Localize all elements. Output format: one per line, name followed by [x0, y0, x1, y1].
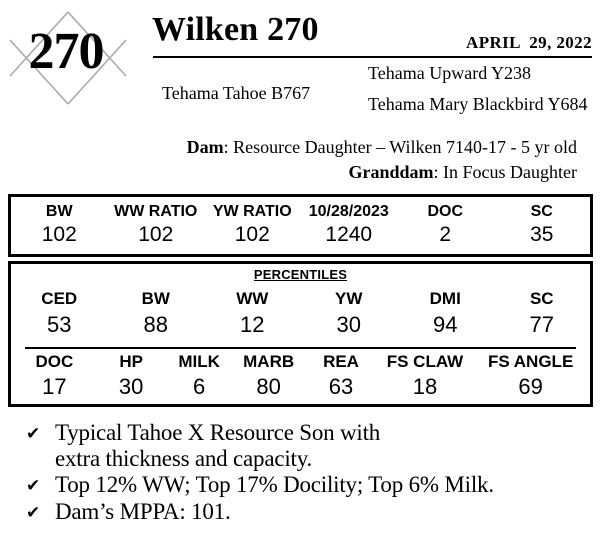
- header-divider: [153, 56, 592, 58]
- value-cell: 94: [433, 312, 458, 337]
- sire-dam-name: Tehama Mary Blackbird Y684: [368, 94, 588, 114]
- value-cell: 30: [336, 312, 361, 337]
- value-cell: 102: [138, 223, 174, 246]
- note-item: ✔ Typical Tahoe X Resource Son with extra…: [26, 420, 592, 472]
- value-cell: 12: [240, 312, 265, 337]
- header-cell: MARB: [243, 352, 295, 371]
- dam-line: Dam: Resource Daughter – Wilken 7140-17 …: [187, 137, 577, 158]
- value-cell: 102: [41, 223, 77, 246]
- sire-name: Tehama Tahoe B767: [162, 83, 311, 103]
- lot-number: 270: [28, 23, 105, 80]
- value-cell: 69: [518, 374, 543, 399]
- header-cell: SC: [529, 289, 554, 308]
- value-cell: 88: [143, 312, 168, 337]
- value-cell: 17: [42, 374, 67, 399]
- granddam-line: Granddam: In Focus Daughter: [348, 162, 577, 183]
- value-cell: 102: [234, 223, 270, 246]
- check-icon: ✔: [26, 476, 41, 496]
- note-text: Top 12% WW; Top 17% Docility; Top 6% Mil…: [55, 472, 494, 497]
- dam-value: : Resource Daughter – Wilken 7140-17 - 5…: [223, 137, 577, 157]
- granddam-label: Granddam: [348, 162, 434, 182]
- value-cell: 80: [256, 374, 281, 399]
- note-text: Typical Tahoe X Resource Son with extra t…: [55, 420, 380, 472]
- value-cell: 18: [412, 374, 438, 399]
- header-cell: WW RATIO: [114, 203, 198, 220]
- header-cell: BW: [45, 203, 73, 220]
- header-cell: FS ANGLE: [487, 352, 574, 371]
- note-text: Dam’s MPPA: 101.: [55, 499, 231, 524]
- header-cell: BW: [141, 289, 170, 308]
- value-cell: 6: [193, 374, 206, 399]
- page-title: Wilken 270: [152, 11, 319, 48]
- value-cell: 30: [118, 374, 144, 399]
- granddam-value: : In Focus Daughter: [433, 162, 577, 182]
- header-cell: DOC: [35, 352, 74, 371]
- value-cell: 77: [529, 312, 554, 337]
- notes-list: ✔ Typical Tahoe X Resource Son with extra…: [26, 420, 592, 526]
- header-cell: YW: [335, 289, 363, 308]
- value-cell: 63: [328, 374, 354, 399]
- percentiles-row1-values: 53 88 12 30 94 77: [11, 312, 590, 338]
- sale-date: APRIL 29, 2022: [466, 33, 592, 52]
- performance-table: BW WW RATIO YW RATIO 10/28/2023 DOC SC 1…: [8, 194, 593, 257]
- percentiles-row2-values: 17 30 6 80 63 18 69: [11, 374, 590, 400]
- header-cell: FS CLAW: [386, 352, 464, 371]
- performance-header-row: BW WW RATIO YW RATIO 10/28/2023 DOC SC: [11, 203, 590, 221]
- percentiles-row2-headers: DOC HP MILK MARB REA FS CLAW FS ANGLE: [11, 352, 590, 372]
- header-cell: DMI: [429, 289, 461, 308]
- header-cell: CED: [41, 289, 78, 308]
- sire-sire-name: Tehama Upward Y238: [368, 63, 532, 83]
- value-cell: 1240: [325, 223, 373, 246]
- diamond-brand-icon: [9, 11, 127, 105]
- header-cell: DOC: [427, 203, 464, 220]
- dam-label: Dam: [186, 137, 224, 157]
- header-cell: YW RATIO: [212, 203, 292, 220]
- row-divider: [25, 347, 576, 349]
- header-cell: REA: [323, 352, 359, 371]
- check-icon: ✔: [26, 503, 41, 523]
- note-item: ✔ Dam’s MPPA: 101.: [26, 499, 592, 526]
- check-icon: ✔: [26, 424, 41, 444]
- note-line: Typical Tahoe X Resource Son with: [55, 420, 381, 445]
- note-line: extra thickness and capacity.: [55, 446, 313, 471]
- percentiles-row1-headers: CED BW WW YW DMI SC: [11, 289, 590, 309]
- percentiles-title: PERCENTILES: [253, 267, 348, 282]
- header-cell: MILK: [178, 352, 220, 371]
- header-cell: WW: [236, 289, 269, 308]
- value-cell: 2: [439, 223, 452, 246]
- value-cell: 53: [47, 312, 72, 337]
- percentiles-table: PERCENTILES CED BW WW YW DMI SC 53 88 12…: [8, 261, 593, 407]
- note-item: ✔ Top 12% WW; Top 17% Docility; Top 6% M…: [26, 472, 592, 499]
- header-cell: 10/28/2023: [308, 203, 389, 220]
- value-cell: 35: [530, 223, 554, 246]
- header-cell: HP: [119, 352, 143, 371]
- header-cell: SC: [530, 203, 553, 220]
- performance-value-row: 102 102 102 1240 2 35: [11, 223, 590, 247]
